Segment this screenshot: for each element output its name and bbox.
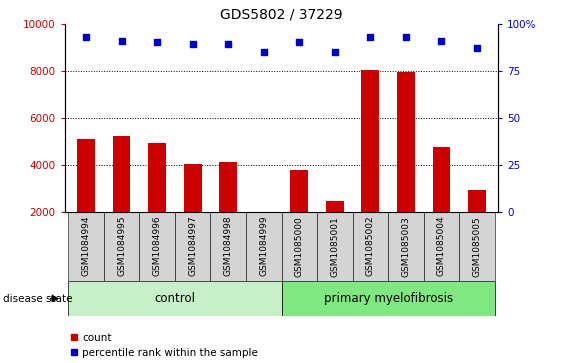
Text: GSM1084999: GSM1084999	[259, 216, 268, 277]
Title: GDS5802 / 37229: GDS5802 / 37229	[220, 7, 343, 21]
Text: GSM1085001: GSM1085001	[330, 216, 339, 277]
Text: GSM1084997: GSM1084997	[188, 216, 197, 277]
Bar	[220, 162, 237, 260]
Point	[366, 34, 375, 40]
Text: GSM1085000: GSM1085000	[295, 216, 304, 277]
Text: primary myelofibrosis: primary myelofibrosis	[324, 292, 453, 305]
Text: GSM1084995: GSM1084995	[117, 216, 126, 277]
Text: GSM1085003: GSM1085003	[401, 216, 410, 277]
Text: GSM1084998: GSM1084998	[224, 216, 233, 277]
Bar	[175, 212, 211, 281]
Bar	[68, 212, 104, 281]
Bar	[211, 212, 246, 281]
Bar	[352, 212, 388, 281]
Bar	[148, 143, 166, 260]
Text: control: control	[154, 292, 195, 305]
Point	[259, 49, 268, 55]
Bar	[104, 212, 140, 281]
Point	[437, 38, 446, 44]
Bar	[184, 164, 202, 260]
Point	[117, 38, 126, 44]
Bar	[113, 136, 131, 260]
Text: GSM1085004: GSM1085004	[437, 216, 446, 277]
Text: GSM1085005: GSM1085005	[472, 216, 481, 277]
Bar	[317, 212, 352, 281]
Point	[295, 40, 304, 45]
Point	[82, 34, 91, 40]
Point	[188, 41, 197, 47]
Bar	[282, 281, 495, 316]
Bar	[246, 212, 282, 281]
Bar	[361, 70, 379, 260]
Bar	[459, 212, 495, 281]
Bar	[432, 147, 450, 260]
Point	[224, 41, 233, 47]
Bar	[68, 281, 282, 316]
Bar	[291, 170, 308, 260]
Bar	[468, 190, 486, 260]
Point	[153, 40, 162, 45]
Bar	[282, 212, 317, 281]
Bar	[77, 139, 95, 260]
Text: GSM1084996: GSM1084996	[153, 216, 162, 277]
Text: disease state: disease state	[3, 294, 72, 303]
Point	[330, 49, 339, 55]
Bar	[397, 72, 415, 260]
Bar	[326, 200, 343, 260]
Point	[401, 34, 410, 40]
Bar	[255, 255, 272, 260]
Bar	[140, 212, 175, 281]
Bar	[423, 212, 459, 281]
Text: GSM1085002: GSM1085002	[366, 216, 375, 277]
Point	[472, 45, 481, 51]
Text: GSM1084994: GSM1084994	[82, 216, 91, 276]
Bar	[388, 212, 423, 281]
Legend: count, percentile rank within the sample: count, percentile rank within the sample	[70, 333, 258, 358]
